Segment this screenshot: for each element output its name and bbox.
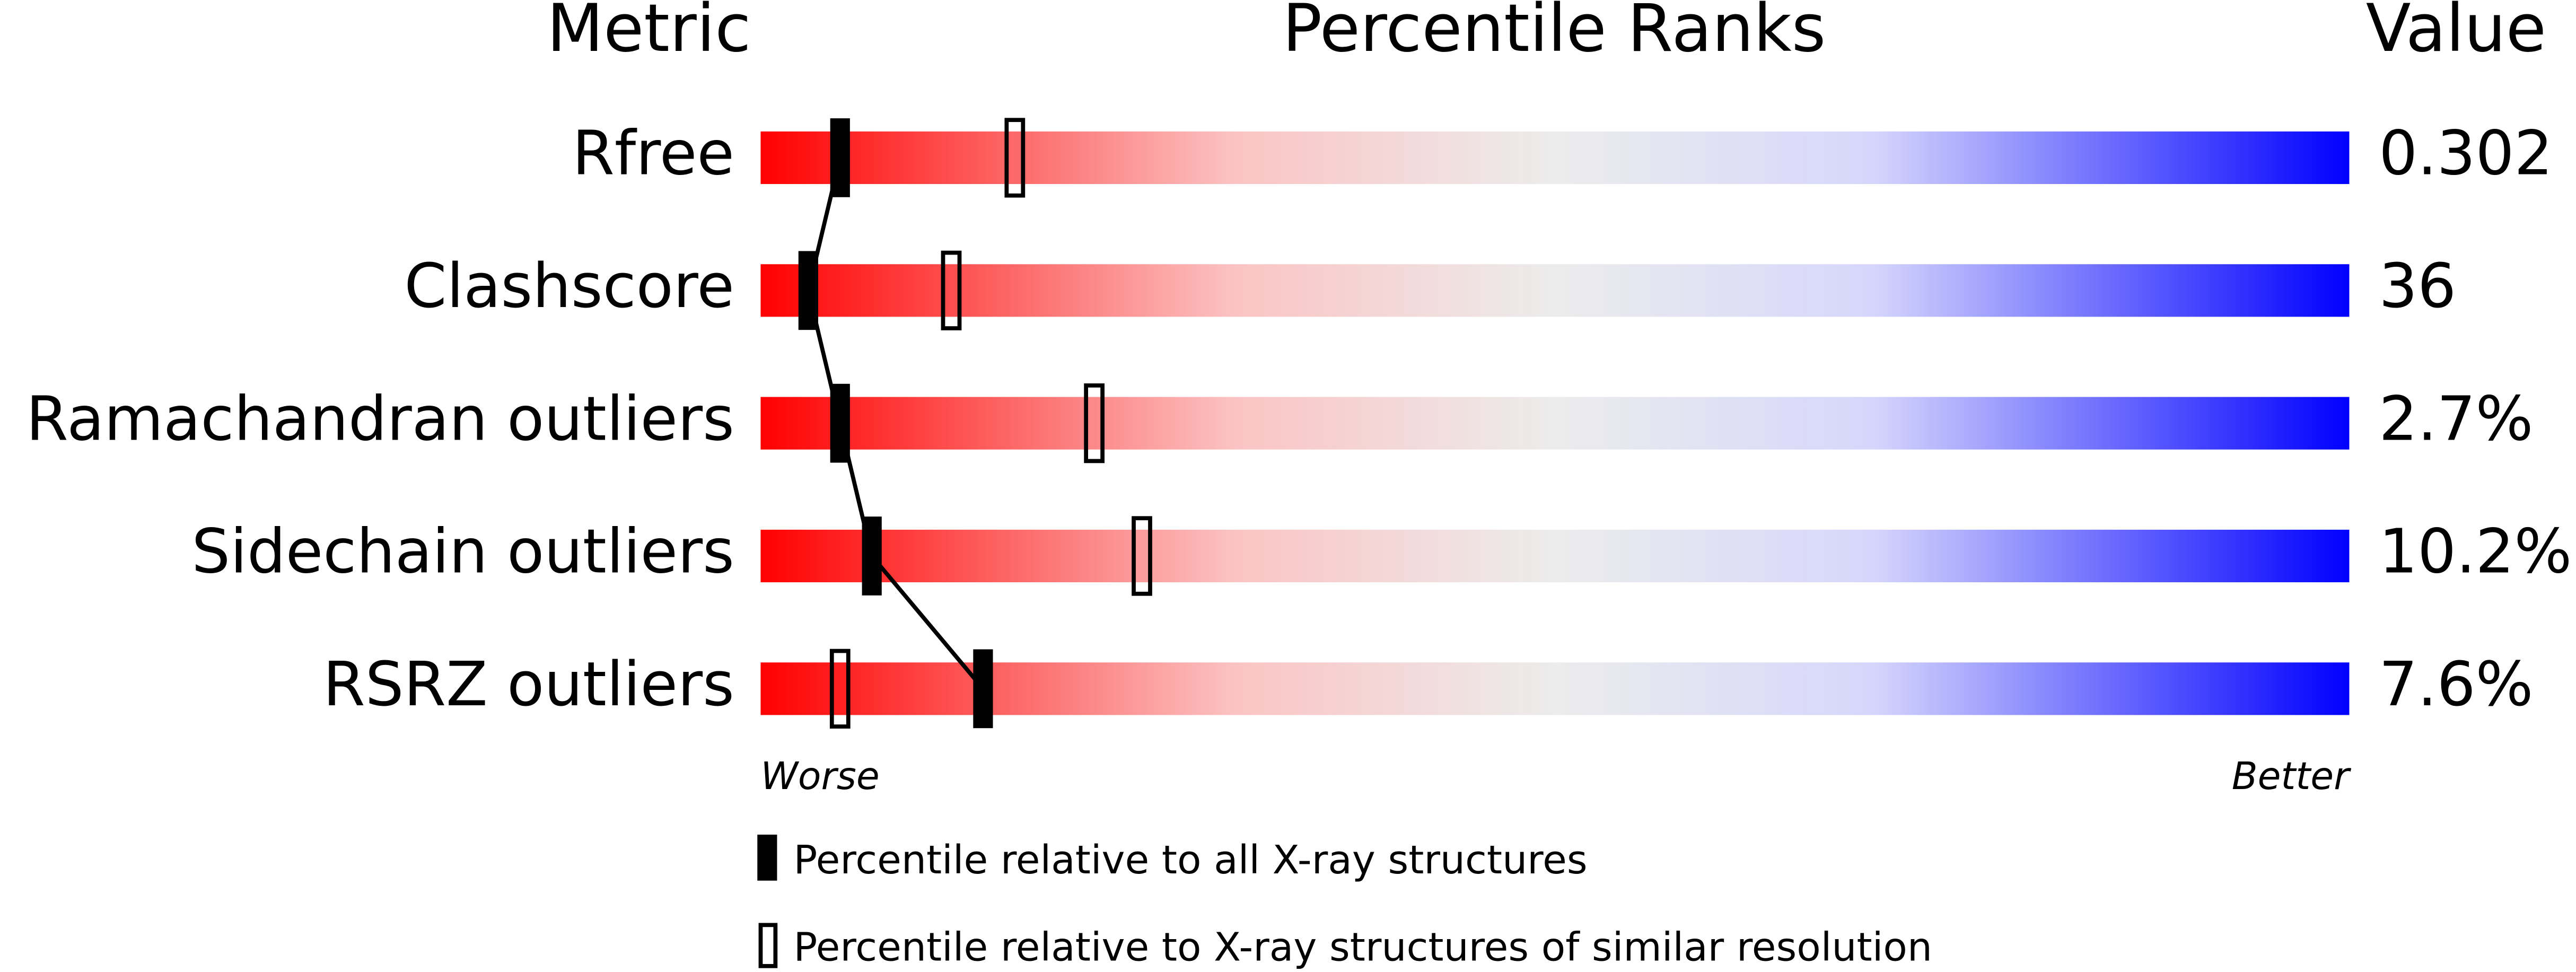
legend-label: Percentile relative to X-ray structures …	[793, 924, 1932, 970]
percentile-bar	[760, 529, 2350, 583]
metric-label: Clashscore	[404, 251, 734, 322]
all-structures-marker	[798, 251, 818, 330]
metric-label: RSRZ outliers	[323, 650, 734, 720]
all-structures-marker	[830, 383, 850, 463]
metric-value: 7.6%	[2379, 650, 2533, 720]
similar-resolution-marker	[941, 250, 962, 330]
metric-label: Ramachandran outliers	[26, 384, 734, 454]
percentile-bar	[760, 662, 2350, 715]
similar-resolution-marker	[829, 649, 851, 729]
metric-value: 0.302	[2379, 119, 2553, 189]
all-structures-marker	[830, 118, 850, 197]
all-structures-marker	[862, 516, 882, 596]
percentile-bar	[760, 131, 2350, 185]
metric-header: Metric	[547, 0, 751, 67]
similar-resolution-marker	[1132, 516, 1152, 596]
percentile-bar	[760, 397, 2350, 450]
metric-label: Rfree	[572, 119, 734, 189]
metric-value: 2.7%	[2379, 384, 2533, 454]
percentile-bar	[760, 264, 2350, 317]
all-structures-marker	[973, 649, 993, 729]
legend-label: Percentile relative to all X-ray structu…	[793, 837, 1587, 883]
axis-worse: Worse	[760, 754, 879, 798]
ranks-header: Percentile Ranks	[1282, 0, 1826, 67]
metric-value: 10.2%	[2379, 517, 2572, 588]
value-header: Value	[2366, 0, 2546, 67]
legend-swatch-open	[758, 923, 778, 968]
metric-label: Sidechain outliers	[191, 517, 734, 588]
similar-resolution-marker	[1084, 383, 1105, 463]
axis-better: Better	[2232, 754, 2351, 798]
metric-value: 36	[2379, 251, 2456, 322]
similar-resolution-marker	[1004, 118, 1026, 198]
legend-swatch-filled	[757, 834, 777, 881]
